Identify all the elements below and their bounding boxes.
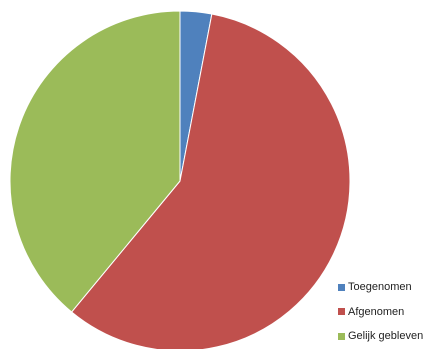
pie-slice-gelijk-gebleven bbox=[9, 10, 181, 313]
legend-swatch-afgenomen bbox=[338, 308, 345, 316]
legend-label-gelijk-gebleven: Gelijk gebleven bbox=[348, 330, 424, 343]
legend-item-afgenomen: Afgenomen bbox=[338, 300, 423, 325]
legend-label-toegenomen: Toegenomen bbox=[348, 281, 412, 294]
legend-swatch-gelijk-gebleven bbox=[338, 332, 345, 340]
legend-label-afgenomen: Afgenomen bbox=[348, 305, 405, 318]
legend-item-toegenomen: Toegenomen bbox=[338, 275, 423, 300]
legend-item-gelijk-gebleven: Gelijk gebleven bbox=[338, 324, 423, 349]
legend: Toegenomen Afgenomen Gelijk gebleven bbox=[338, 275, 423, 349]
legend-swatch-toegenomen bbox=[338, 283, 345, 291]
